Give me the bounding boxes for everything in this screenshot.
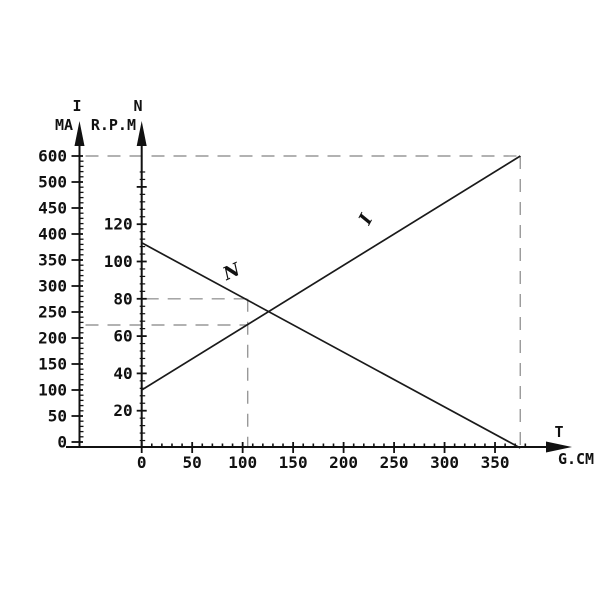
x-tick-label: 250 (380, 453, 409, 472)
left-tick-label: 150 (38, 355, 67, 374)
inner-axis-units-label: R.P.M (91, 116, 136, 134)
left-axis-arrow-icon (74, 121, 85, 146)
x-tick-label: 350 (481, 453, 510, 472)
left-tick-label: 0 (57, 433, 67, 452)
x-axis-name-label: T (554, 423, 563, 441)
left-tick-label: 50 (48, 407, 67, 426)
left-tick-label: 350 (38, 251, 67, 270)
inner-axis-name-label: N (133, 97, 142, 115)
x-axis-arrow-icon (546, 441, 572, 453)
series-line-N (141, 242, 521, 449)
x-tick-label: 200 (329, 453, 358, 472)
inner-axis-arrow-icon (136, 121, 147, 146)
inner-tick-label: 60 (113, 327, 132, 346)
left-tick-label: 200 (38, 329, 67, 348)
left-tick-label: 400 (38, 225, 67, 244)
inner-tick-label: 120 (104, 215, 133, 234)
x-tick-label: 300 (430, 453, 459, 472)
inner-tick-label: 40 (113, 364, 132, 383)
inner-tick-label: 20 (113, 401, 132, 420)
left-axis-name-label: I (72, 97, 81, 115)
left-tick-label: 250 (38, 303, 67, 322)
left-tick-label: 600 (38, 147, 67, 166)
left-axis-units-label: MA (55, 116, 73, 134)
left-tick-label: 100 (38, 381, 67, 400)
series-line-I (141, 155, 521, 391)
inner-tick-label: 80 (113, 289, 132, 308)
series-label-N: N (219, 258, 245, 285)
left-tick-label: 450 (38, 199, 67, 218)
x-tick-label: 50 (183, 453, 202, 472)
x-tick-label: 0 (137, 453, 147, 472)
x-axis-units-label: G.CM (558, 450, 594, 468)
left-tick-label: 300 (38, 277, 67, 296)
inner-tick-label: 100 (104, 252, 133, 271)
x-tick-label: 100 (228, 453, 257, 472)
series-label-I: I (354, 210, 377, 229)
left-tick-label: 500 (38, 173, 67, 192)
x-tick-label: 150 (279, 453, 308, 472)
